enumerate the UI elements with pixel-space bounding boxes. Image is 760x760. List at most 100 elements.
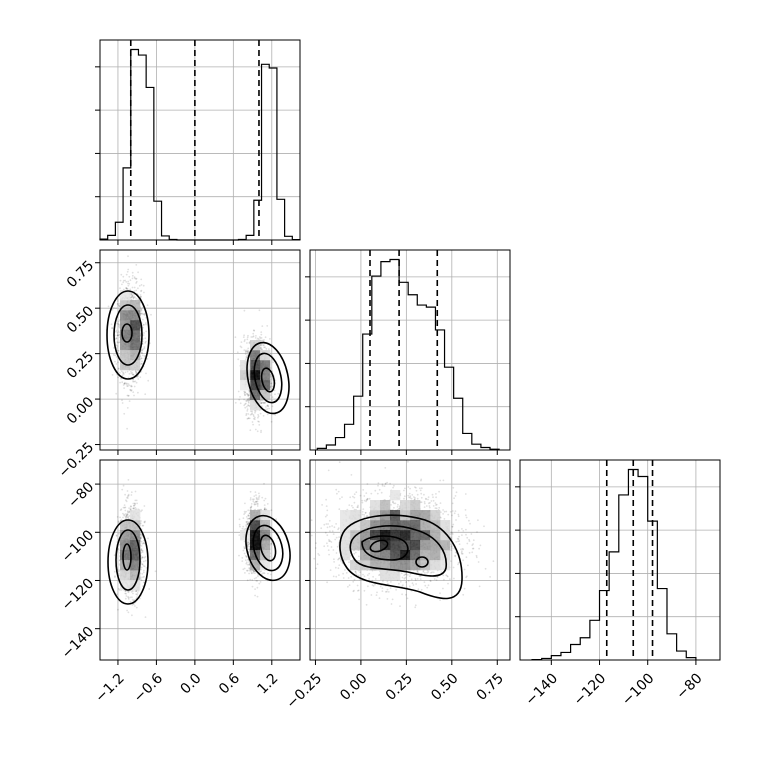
scatter-point bbox=[126, 287, 128, 290]
scatter-point bbox=[124, 592, 127, 595]
scatter-point bbox=[255, 500, 258, 503]
scatter-point bbox=[125, 516, 128, 518]
scatter-point bbox=[117, 587, 120, 590]
scatter-point bbox=[141, 362, 143, 365]
scatter-point bbox=[246, 522, 249, 525]
scatter-point bbox=[266, 413, 269, 416]
scatter-point bbox=[270, 382, 273, 385]
scatter-point bbox=[249, 429, 252, 432]
scatter-point bbox=[133, 507, 136, 510]
scatter-point bbox=[117, 548, 120, 551]
scatter-point bbox=[243, 540, 246, 543]
scatter-point bbox=[244, 502, 246, 505]
scatter-point bbox=[142, 569, 145, 572]
scatter-point bbox=[146, 304, 149, 307]
scatter-point bbox=[135, 508, 138, 510]
scatter-point bbox=[263, 401, 265, 404]
scatter-point bbox=[260, 337, 263, 339]
scatter-point bbox=[141, 542, 144, 545]
scatter-point bbox=[143, 581, 145, 584]
scatter-point bbox=[144, 559, 147, 562]
scatter-point bbox=[131, 294, 133, 296]
scatter-point bbox=[120, 508, 123, 511]
scatter-point bbox=[137, 271, 140, 274]
scatter-point bbox=[134, 506, 137, 509]
scatter-point bbox=[117, 608, 119, 611]
scatter-point bbox=[133, 504, 135, 507]
scatter-point bbox=[142, 524, 145, 527]
scatter-point bbox=[260, 348, 263, 350]
scatter-point bbox=[250, 505, 253, 508]
scatter-point bbox=[247, 413, 250, 415]
scatter-point bbox=[123, 373, 125, 375]
scatter-point bbox=[140, 578, 142, 580]
scatter-point bbox=[140, 558, 143, 560]
scatter-point bbox=[143, 556, 146, 559]
scatter-point bbox=[244, 512, 247, 514]
scatter-point bbox=[271, 405, 274, 408]
scatter-point bbox=[143, 542, 146, 545]
scatter-point bbox=[240, 341, 243, 343]
scatter-point bbox=[142, 334, 145, 336]
scatter-point bbox=[137, 391, 139, 394]
scatter-point bbox=[261, 401, 264, 404]
scatter-point bbox=[237, 358, 240, 361]
scatter-point bbox=[119, 287, 121, 290]
scatter-point bbox=[129, 279, 132, 282]
scatter-point bbox=[143, 575, 145, 578]
scatter-point bbox=[239, 345, 242, 348]
scatter-point bbox=[115, 337, 118, 340]
scatter-point bbox=[243, 334, 246, 337]
scatter-point bbox=[264, 408, 267, 411]
scatter-point bbox=[126, 510, 129, 512]
scatter-point bbox=[265, 406, 267, 408]
scatter-point bbox=[134, 296, 136, 299]
scatter-point bbox=[251, 336, 254, 338]
scatter-point bbox=[256, 505, 259, 507]
scatter-point bbox=[247, 395, 250, 397]
scatter-point bbox=[142, 560, 145, 563]
scatter-point bbox=[141, 556, 144, 559]
scatter-point bbox=[263, 339, 265, 341]
scatter-point bbox=[243, 392, 246, 395]
scatter-point bbox=[244, 393, 246, 396]
scatter-point bbox=[123, 387, 125, 389]
scatter-point bbox=[250, 336, 253, 338]
scatter-point bbox=[132, 507, 135, 510]
scatter-point bbox=[247, 400, 250, 403]
scatter-point bbox=[117, 521, 120, 524]
scatter-point bbox=[254, 411, 256, 414]
scatter-point bbox=[241, 557, 244, 559]
scatter-point bbox=[246, 520, 249, 523]
scatter-point bbox=[135, 277, 138, 280]
scatter-point bbox=[257, 416, 259, 419]
scatter-point bbox=[234, 401, 237, 404]
scatter-point bbox=[117, 368, 120, 370]
scatter-point bbox=[127, 595, 129, 598]
scatter-point bbox=[140, 536, 142, 539]
scatter-point bbox=[125, 499, 127, 502]
scatter-point bbox=[237, 390, 240, 393]
scatter-point bbox=[247, 404, 250, 407]
scatter-point bbox=[129, 596, 132, 599]
scatter-point bbox=[269, 378, 272, 381]
scatter-point bbox=[254, 594, 256, 597]
scatter-point bbox=[131, 296, 134, 298]
scatter-point bbox=[141, 535, 144, 538]
scatter-point bbox=[242, 568, 245, 571]
scatter-point bbox=[260, 402, 263, 404]
scatter-point bbox=[140, 568, 142, 571]
scatter-point bbox=[113, 307, 115, 309]
scatter-point bbox=[122, 279, 125, 282]
scatter-point bbox=[140, 548, 143, 551]
scatter-point bbox=[141, 549, 143, 552]
scatter-point bbox=[248, 569, 251, 572]
scatter-point bbox=[258, 582, 261, 585]
scatter-point bbox=[271, 396, 274, 398]
scatter-point bbox=[246, 342, 248, 344]
scatter-point bbox=[125, 382, 128, 385]
scatter-point bbox=[131, 271, 134, 274]
scatter-point bbox=[145, 372, 147, 375]
scatter-point bbox=[244, 350, 247, 353]
scatter-point bbox=[245, 349, 247, 352]
